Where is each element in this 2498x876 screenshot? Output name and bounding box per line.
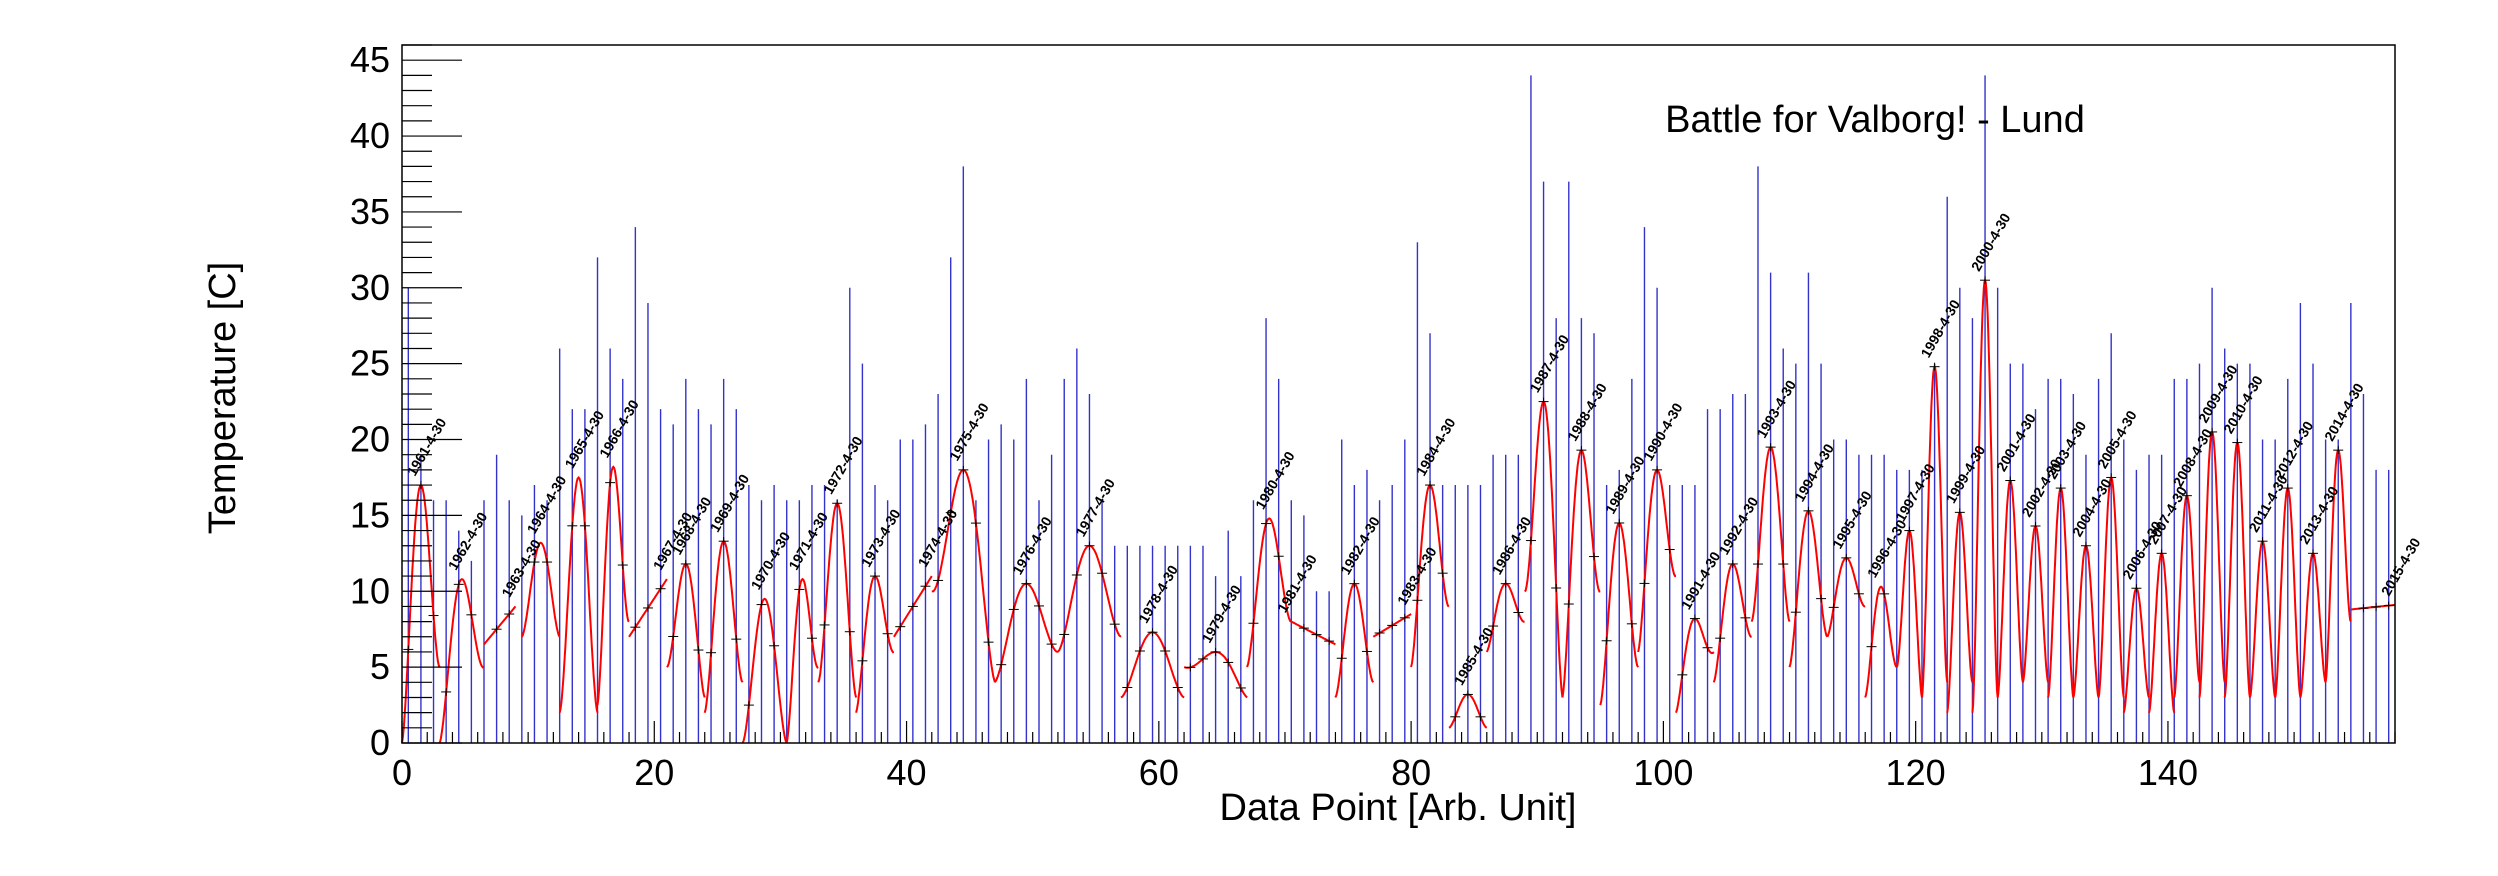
date-label: 1999-4-30 xyxy=(1943,442,1989,505)
date-label: 2015-4-30 xyxy=(2378,535,2424,598)
date-label: 2014-4-30 xyxy=(2321,380,2367,443)
date-label: 1996-4-30 xyxy=(1864,517,1910,580)
date-label: 1982-4-30 xyxy=(1337,514,1383,577)
date-label: 1989-4-30 xyxy=(1602,453,1648,516)
y-axis: 0 5 10 15 20 25 30 35 40 45 xyxy=(350,39,462,763)
data-points xyxy=(403,276,2394,721)
y-tick-label: 45 xyxy=(350,39,390,80)
x-tick-label: 40 xyxy=(887,752,927,793)
fit-curve xyxy=(1246,517,1292,668)
date-label: 2003-4-30 xyxy=(2043,418,2089,481)
y-tick-label: 35 xyxy=(350,191,390,232)
date-label: 2012-4-30 xyxy=(2271,418,2317,481)
date-label: 2001-4-30 xyxy=(1993,411,2039,474)
plot-frame xyxy=(401,44,2396,744)
date-label: 1984-4-30 xyxy=(1413,415,1459,478)
date-label: 1997-4-30 xyxy=(1892,461,1938,524)
fit-curve xyxy=(596,465,630,706)
fit-curve xyxy=(1864,585,1898,698)
fit-curve xyxy=(558,475,599,713)
date-label: 1992-4-30 xyxy=(1716,494,1762,557)
x-tick-label: 0 xyxy=(392,752,412,793)
x-tick-label: 140 xyxy=(2138,752,2198,793)
fit-curve xyxy=(785,577,819,744)
date-label: 2013-4-30 xyxy=(2296,483,2342,546)
x-tick-label: 100 xyxy=(1633,752,1693,793)
date-label: 1990-4-30 xyxy=(1640,400,1686,463)
x-axis-label: Data Point [Arb. Unit] xyxy=(1220,787,1577,829)
histogram-bars xyxy=(407,75,2390,743)
y-tick-label: 0 xyxy=(370,722,390,763)
date-label: 2000-4-30 xyxy=(1968,210,2014,273)
x-tick-label: 60 xyxy=(1139,752,1179,793)
y-tick-label: 15 xyxy=(350,494,390,535)
date-label: 1973-4-30 xyxy=(858,506,904,569)
date-label: 1975-4-30 xyxy=(946,400,992,463)
y-axis-label: Temperature [C] xyxy=(202,262,244,534)
date-label: 1976-4-30 xyxy=(1009,514,1055,577)
y-tick-label: 20 xyxy=(350,419,390,460)
date-label: 1987-4-30 xyxy=(1526,332,1572,395)
y-tick-label: 30 xyxy=(350,267,390,308)
date-label: 1988-4-30 xyxy=(1564,380,1610,443)
date-label: 1979-4-30 xyxy=(1198,582,1244,645)
date-label: 1998-4-30 xyxy=(1917,297,1963,360)
date-label: 1981-4-30 xyxy=(1274,552,1320,615)
date-label: 2005-4-30 xyxy=(2094,408,2140,471)
date-label: 1994-4-30 xyxy=(1791,441,1837,504)
fit-curve xyxy=(1290,620,1336,646)
fit-curve xyxy=(483,605,517,646)
y-tick-label: 25 xyxy=(350,343,390,384)
fit-curve xyxy=(741,597,788,744)
x-tick-label: 80 xyxy=(1391,752,1431,793)
date-label: 1991-4-30 xyxy=(1678,549,1724,612)
fit-curve xyxy=(520,541,561,638)
y-tick-label: 40 xyxy=(350,115,390,156)
y-tick-label: 5 xyxy=(370,646,390,687)
date-label: 1986-4-30 xyxy=(1488,514,1534,577)
date-label: 1972-4-30 xyxy=(820,433,866,496)
date-label: 1978-4-30 xyxy=(1135,562,1181,625)
y-tick-label: 10 xyxy=(350,570,390,611)
date-label: 1993-4-30 xyxy=(1753,377,1799,440)
date-label: 1985-4-30 xyxy=(1451,624,1497,687)
date-label: 1995-4-30 xyxy=(1829,488,1875,551)
x-tick-label: 20 xyxy=(634,752,674,793)
chart-title: Battle for Valborg! - Lund xyxy=(1665,99,2085,141)
x-axis: 0 20 40 60 80 100 120 140 xyxy=(392,721,2396,793)
date-label: 1977-4-30 xyxy=(1072,476,1118,539)
x-tick-label: 120 xyxy=(1886,752,1946,793)
fit-curve xyxy=(438,577,485,744)
